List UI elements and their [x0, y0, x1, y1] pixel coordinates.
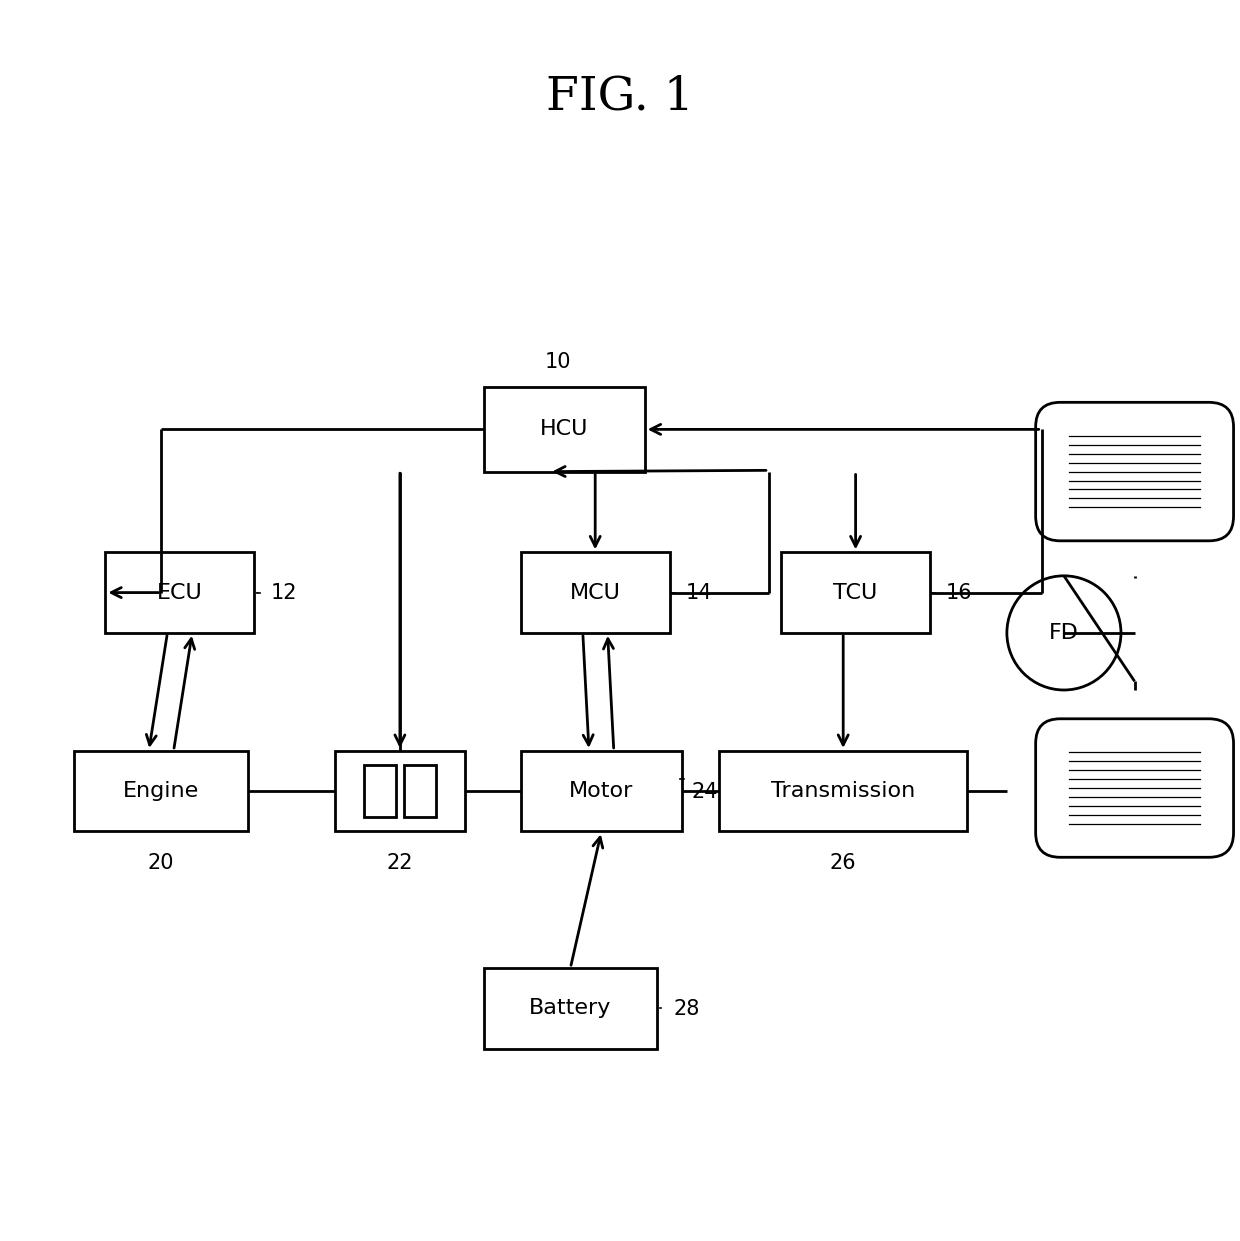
Text: FIG. 1: FIG. 1: [546, 74, 694, 119]
Bar: [404, 764, 436, 817]
Text: Engine: Engine: [123, 781, 200, 802]
Bar: [719, 751, 967, 831]
Text: Motor: Motor: [569, 781, 634, 802]
Text: 20: 20: [148, 853, 175, 872]
FancyBboxPatch shape: [1035, 719, 1234, 858]
Text: HCU: HCU: [539, 419, 589, 439]
Text: 28: 28: [673, 999, 699, 1019]
Text: 24: 24: [692, 782, 718, 802]
Bar: [484, 387, 645, 472]
FancyBboxPatch shape: [1035, 402, 1234, 541]
Text: 26: 26: [830, 853, 857, 872]
Text: 22: 22: [386, 853, 413, 872]
Text: TCU: TCU: [833, 582, 878, 603]
Bar: [521, 751, 682, 831]
Text: 12: 12: [270, 583, 296, 603]
Text: 14: 14: [686, 583, 712, 603]
Bar: [521, 552, 670, 633]
Bar: [74, 751, 248, 831]
Text: ECU: ECU: [157, 582, 202, 603]
Bar: [484, 968, 657, 1049]
Bar: [365, 764, 397, 817]
Text: MCU: MCU: [569, 582, 621, 603]
Text: Transmission: Transmission: [771, 781, 915, 802]
Text: 16: 16: [946, 583, 972, 603]
Bar: [781, 552, 930, 633]
Bar: [335, 751, 465, 831]
Text: Battery: Battery: [529, 998, 611, 1019]
Text: 10: 10: [544, 352, 572, 372]
Text: FD: FD: [1049, 623, 1079, 643]
Bar: [105, 552, 254, 633]
